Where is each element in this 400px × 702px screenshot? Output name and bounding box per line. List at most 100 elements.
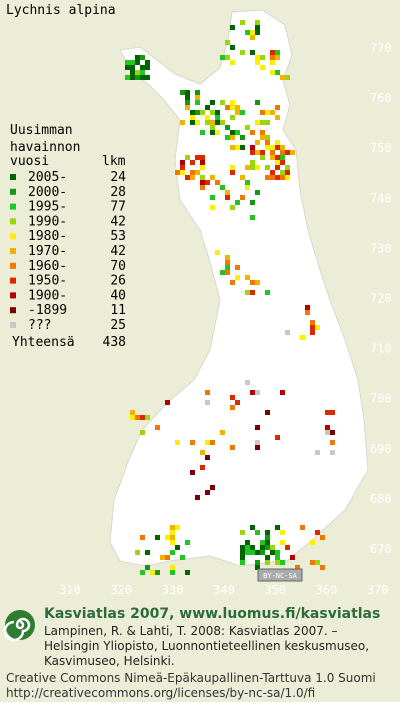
dot bbox=[330, 410, 335, 415]
dot bbox=[230, 135, 235, 140]
dot bbox=[260, 110, 265, 115]
dot bbox=[275, 525, 280, 530]
dot bbox=[200, 165, 205, 170]
dot bbox=[265, 145, 270, 150]
y-grid-label: 740 bbox=[370, 191, 392, 205]
dot bbox=[140, 65, 145, 70]
dot bbox=[240, 20, 245, 25]
dot bbox=[175, 545, 180, 550]
dot bbox=[225, 40, 230, 45]
dot bbox=[200, 110, 205, 115]
dot bbox=[260, 135, 265, 140]
dot bbox=[170, 525, 175, 530]
y-grid-label: 700 bbox=[370, 392, 392, 406]
legend-swatch bbox=[10, 292, 16, 299]
dot bbox=[325, 430, 330, 435]
dot bbox=[185, 540, 190, 545]
dot bbox=[130, 65, 135, 70]
dot bbox=[190, 440, 195, 445]
dot bbox=[310, 560, 315, 565]
dot bbox=[275, 70, 280, 75]
dot bbox=[245, 165, 250, 170]
dot bbox=[230, 45, 235, 50]
dot bbox=[280, 150, 285, 155]
dot bbox=[240, 555, 245, 560]
legend-swatch bbox=[10, 322, 16, 328]
dot bbox=[290, 150, 295, 155]
dot bbox=[240, 530, 245, 535]
dot bbox=[185, 95, 190, 100]
dot bbox=[225, 195, 230, 200]
dot bbox=[275, 560, 280, 565]
dot bbox=[130, 75, 135, 80]
dot bbox=[265, 540, 270, 545]
dot bbox=[265, 110, 270, 115]
dot bbox=[155, 425, 160, 430]
dot bbox=[180, 165, 185, 170]
dot bbox=[175, 170, 180, 175]
dot bbox=[215, 120, 220, 125]
legend-swatch bbox=[10, 174, 16, 180]
map-title: Lychnis alpina bbox=[6, 3, 116, 18]
dot bbox=[125, 65, 130, 70]
dot bbox=[310, 325, 315, 330]
dot bbox=[195, 110, 200, 115]
dot bbox=[225, 255, 230, 260]
dot bbox=[315, 450, 320, 455]
dot bbox=[235, 110, 240, 115]
dot bbox=[315, 325, 320, 330]
dot bbox=[175, 525, 180, 530]
legend-heading: havainnon bbox=[10, 140, 80, 155]
dot bbox=[190, 115, 195, 120]
dot bbox=[220, 430, 225, 435]
dot bbox=[255, 390, 260, 395]
dot bbox=[175, 440, 180, 445]
dot bbox=[280, 170, 285, 175]
dot bbox=[265, 165, 270, 170]
dot bbox=[205, 390, 210, 395]
dot bbox=[185, 155, 190, 160]
dot bbox=[235, 265, 240, 270]
dot bbox=[185, 175, 190, 180]
dot bbox=[235, 275, 240, 280]
dot bbox=[265, 135, 270, 140]
legend-label: 1970- bbox=[28, 244, 67, 259]
dot bbox=[275, 165, 280, 170]
dot bbox=[250, 150, 255, 155]
dot bbox=[195, 120, 200, 125]
dot bbox=[310, 540, 315, 545]
legend-count: 42 bbox=[110, 244, 126, 259]
legend-count: 24 bbox=[110, 170, 126, 185]
legend-label: 1990- bbox=[28, 214, 67, 229]
license-url: http://creativecommons.org/licenses/by-n… bbox=[6, 686, 315, 700]
dot bbox=[155, 570, 160, 575]
dot bbox=[210, 175, 215, 180]
y-grid-label: 720 bbox=[370, 292, 392, 306]
dot bbox=[140, 415, 145, 420]
y-grid-label: 670 bbox=[370, 542, 392, 556]
dot bbox=[205, 105, 210, 110]
dot bbox=[210, 120, 215, 125]
dot bbox=[275, 50, 280, 55]
dot bbox=[135, 415, 140, 420]
dot bbox=[250, 215, 255, 220]
dot bbox=[255, 25, 260, 30]
dot bbox=[200, 185, 205, 190]
dot bbox=[255, 445, 260, 450]
dot bbox=[255, 100, 260, 105]
dot bbox=[190, 160, 195, 165]
dot bbox=[230, 25, 235, 30]
legend-count: 42 bbox=[110, 214, 126, 229]
dot bbox=[250, 545, 255, 550]
dot bbox=[170, 530, 175, 535]
dot bbox=[280, 390, 285, 395]
dot bbox=[205, 115, 210, 120]
legend-heading: Uusimman bbox=[10, 123, 73, 138]
dot bbox=[265, 535, 270, 540]
legend-label: 1900- bbox=[28, 288, 67, 303]
dot bbox=[200, 155, 205, 160]
dot bbox=[180, 160, 185, 165]
dot bbox=[260, 550, 265, 555]
dot bbox=[275, 435, 280, 440]
